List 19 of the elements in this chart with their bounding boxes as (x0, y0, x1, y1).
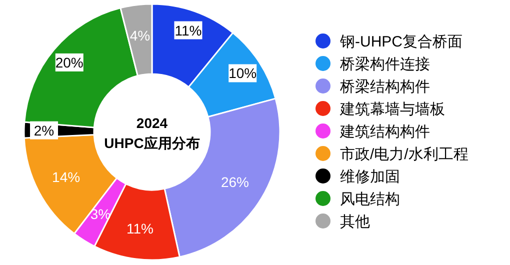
data-label: 14% (52, 168, 80, 185)
data-label: 2% (34, 122, 54, 138)
data-label: 10% (228, 65, 257, 82)
legend-label: 其他 (340, 214, 370, 230)
data-label: 26% (220, 174, 249, 190)
legend-label: 风电结构 (340, 191, 400, 208)
legend-label: 钢-UHPC复合桥面 (339, 34, 462, 50)
legend-label: 桥梁结构构件 (339, 78, 430, 96)
legend-label: 建筑幕墙与墙板 (339, 101, 445, 118)
data-label: 11% (174, 22, 202, 38)
data-label: 20% (55, 54, 84, 70)
data-label: 11% (126, 220, 154, 236)
text: 2024 (136, 115, 168, 131)
legend-label: 桥梁构件连接 (339, 56, 430, 73)
legend-label: 维修加固 (340, 168, 400, 186)
legend-label: 市政/电力/水利工程 (340, 146, 468, 163)
text: UHPC应用分布 (104, 135, 200, 151)
data-label: 4% (130, 28, 150, 44)
legend-label: 建筑结构构件 (339, 124, 430, 140)
